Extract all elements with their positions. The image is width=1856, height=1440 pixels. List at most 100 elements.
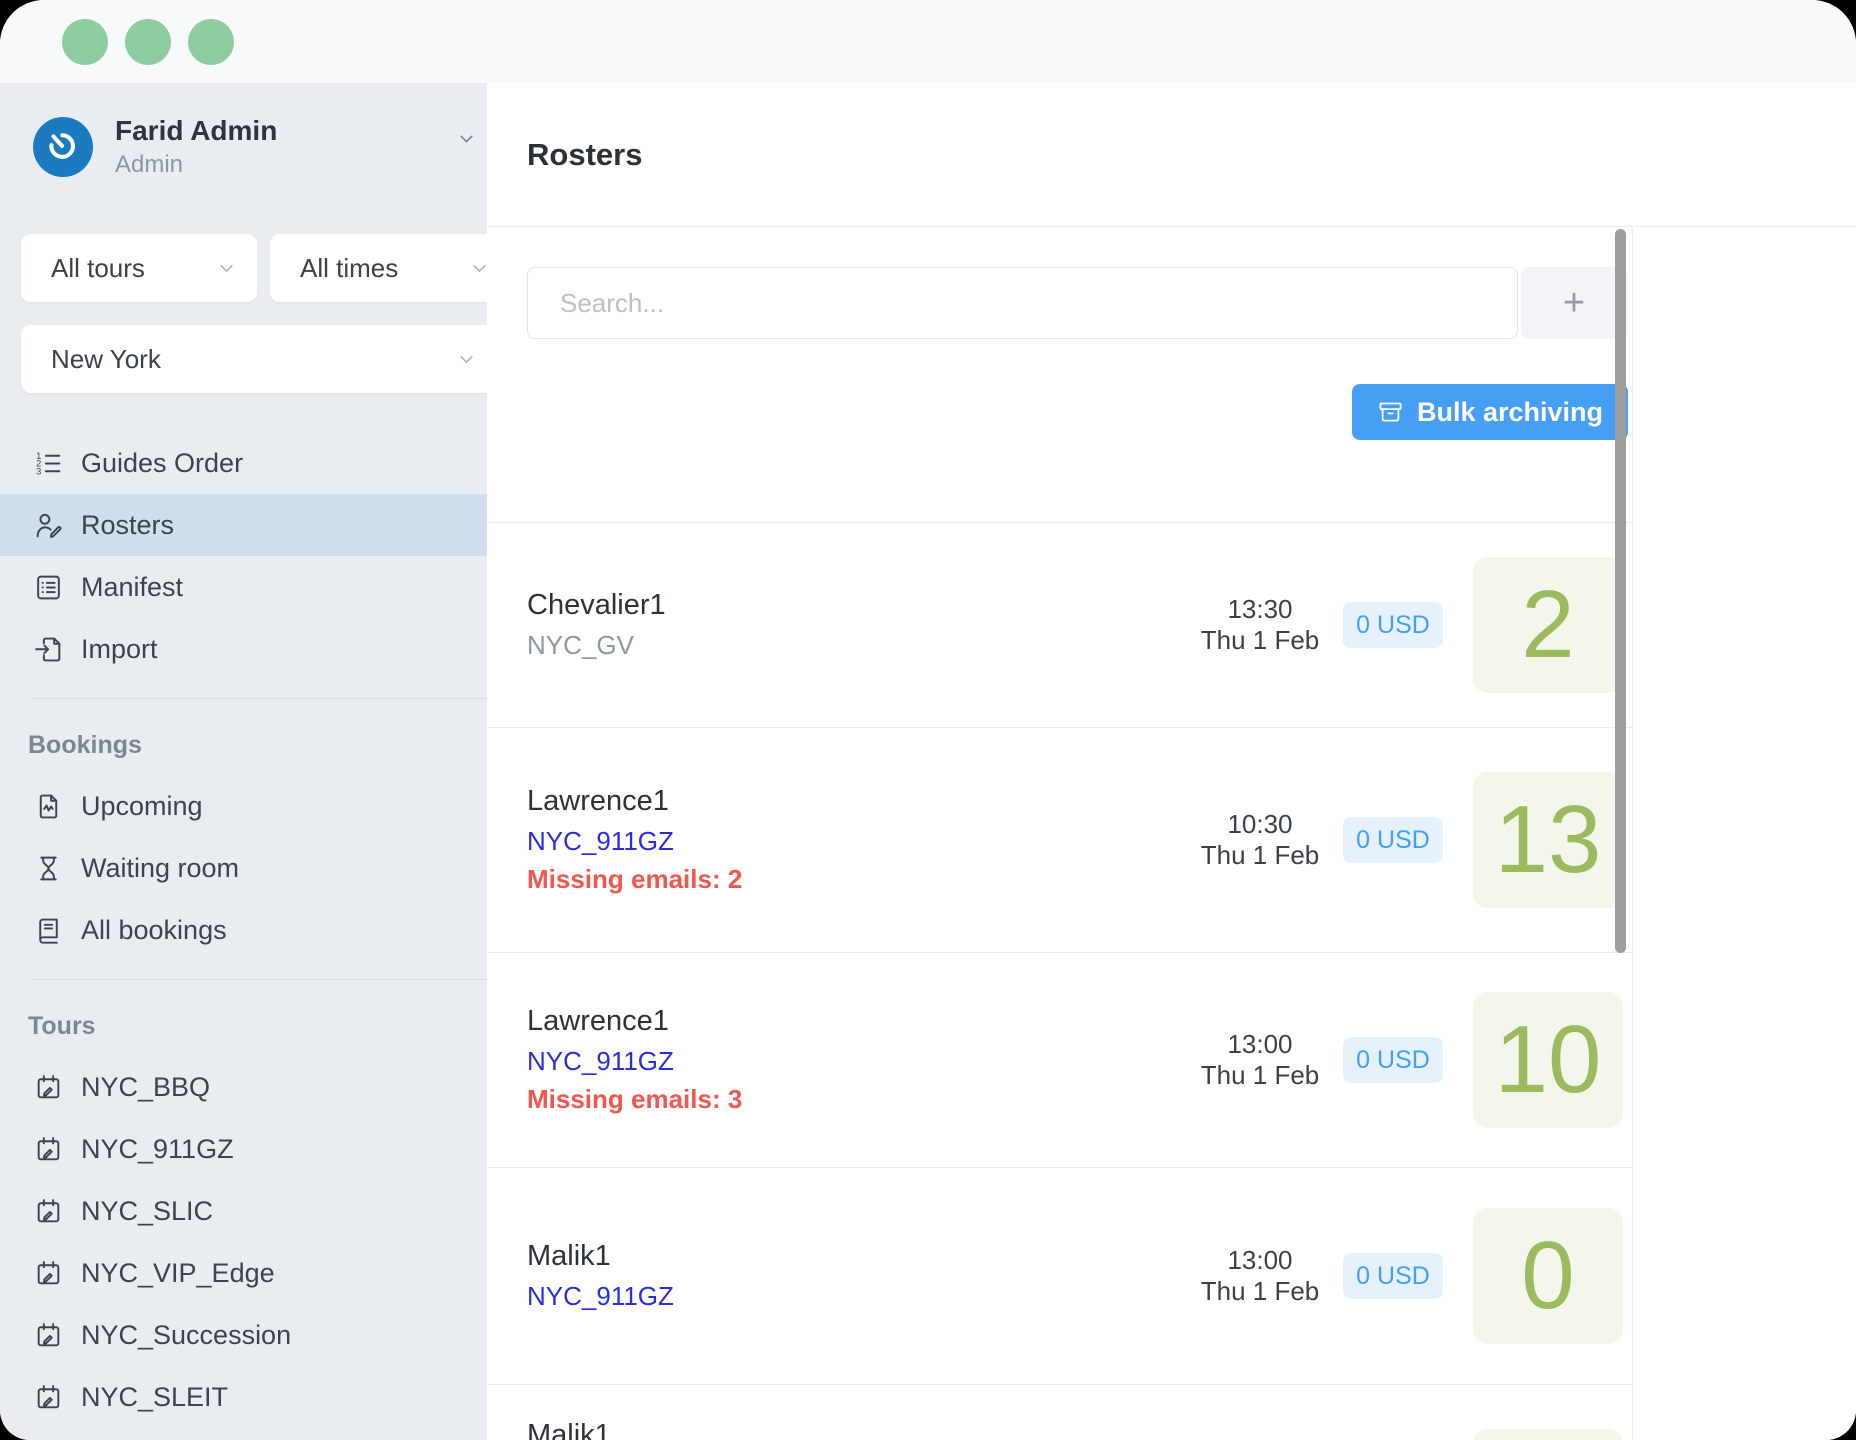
window-control-dot[interactable] <box>188 18 234 65</box>
search-input[interactable] <box>527 267 1518 339</box>
guest-count: 0 <box>1473 1429 1623 1440</box>
guest-count: 13 <box>1473 772 1623 908</box>
upcoming-file-icon <box>39 794 58 818</box>
roster-datetime: 10:30 Thu 1 Feb <box>1180 1437 1340 1440</box>
sidebar-item-label: NYC_SLEIT <box>81 1381 229 1412</box>
sidebar-item-waiting-room[interactable]: Waiting room <box>0 837 487 899</box>
sidebar: Farid Admin Admin All tours All times <box>0 83 487 1440</box>
roster-date: Thu 1 Feb <box>1200 625 1320 655</box>
page-header: Rosters <box>487 83 1856 227</box>
roster-row[interactable]: Malik1 10:30 Thu 1 Feb 0 USD 0 <box>487 1385 1632 1440</box>
times-filter-dropdown[interactable]: All times <box>270 234 487 302</box>
roster-name: Malik1 <box>527 1419 611 1440</box>
roster-name: Lawrence1 <box>527 1005 669 1037</box>
roster-datetime: 13:30 Thu 1 Feb <box>1180 594 1340 656</box>
roster-time: 13:00 <box>1227 1029 1293 1059</box>
roster-name: Lawrence1 <box>527 785 669 817</box>
sidebar-item-label: Waiting room <box>81 852 240 883</box>
sidebar-item-guides-order[interactable]: 1 2 3 Guides Order <box>0 432 487 494</box>
price-badge[interactable]: 0 USD <box>1343 817 1443 863</box>
missing-emails-alert: Missing emails: 2 <box>527 864 743 894</box>
roster-tour-link[interactable]: NYC_911GZ <box>527 1046 674 1076</box>
sidebar-section-bookings: Bookings <box>28 730 142 759</box>
price-badge[interactable]: 0 USD <box>1343 602 1443 648</box>
roster-row[interactable]: Lawrence1 NYC_911GZ Missing emails: 3 13… <box>487 953 1632 1168</box>
bulk-archiving-button[interactable]: Bulk archiving <box>1351 384 1628 440</box>
sidebar-item-label: Manifest <box>81 571 184 602</box>
sidebar-item-label: Guides Order <box>81 447 244 478</box>
roster-row[interactable]: Chevalier1 NYC_GV 13:30 Thu 1 Feb 0 USD … <box>487 523 1632 728</box>
sidebar-item-label: Rosters <box>81 509 175 540</box>
roster-tour-link[interactable]: NYC_911GZ <box>527 826 674 856</box>
roster-pen-icon <box>36 513 62 538</box>
sidebar-item-tour[interactable]: NYC_911GZ <box>0 1118 487 1180</box>
roster-date: Thu 1 Feb <box>1200 840 1320 870</box>
sidebar-item-tour[interactable]: NYC_SLEIT <box>0 1366 487 1428</box>
sidebar-item-label: All bookings <box>81 914 227 945</box>
sidebar-item-all-bookings[interactable]: All bookings <box>0 899 487 961</box>
rosters-toolbar: + Bulk archiving <box>487 267 1632 523</box>
sidebar-item-tour[interactable]: NYC_VIP_Edge <box>0 1242 487 1304</box>
page-title: Rosters <box>527 136 643 172</box>
profile-menu[interactable]: Farid Admin Admin <box>33 115 487 179</box>
roster-row[interactable]: Malik1 NYC_911GZ 13:00 Thu 1 Feb 0 USD 0 <box>487 1168 1632 1385</box>
sidebar-item-label: NYC_SLIC <box>81 1195 214 1226</box>
chevron-down-icon <box>473 264 486 272</box>
profile-name: Farid Admin <box>115 115 278 147</box>
bulk-archiving-label: Bulk archiving <box>1416 396 1603 427</box>
roster-time: 13:30 <box>1227 594 1293 624</box>
sidebar-item-label: NYC_911GZ <box>81 1133 234 1164</box>
sidebar-item-label: NYC_BBQ <box>81 1071 211 1102</box>
hourglass-icon <box>40 856 57 880</box>
city-filter-dropdown[interactable]: New York <box>21 325 487 393</box>
times-filter-value: All times <box>300 252 399 283</box>
archive-icon <box>1379 402 1402 421</box>
sidebar-divider <box>30 698 487 699</box>
window-control-dot[interactable] <box>125 18 171 65</box>
sidebar-item-label: NYC_VIP_Edge <box>81 1257 275 1288</box>
roster-tour-link[interactable]: NYC_911GZ <box>527 1281 674 1311</box>
sidebar-item-rosters[interactable]: Rosters <box>0 494 487 556</box>
svg-text:3: 3 <box>36 466 41 476</box>
chevron-down-icon <box>458 131 475 153</box>
sidebar-item-tour[interactable]: NYC_SLIC <box>0 1180 487 1242</box>
sidebar-item-manifest[interactable]: Manifest <box>0 556 487 618</box>
sidebar-nav: 1 2 3 Guides Order Rosters <box>0 432 487 1428</box>
window-control-dot[interactable] <box>62 18 108 65</box>
price-badge[interactable]: 0 USD <box>1343 1037 1443 1083</box>
roster-row[interactable]: Lawrence1 NYC_911GZ Missing emails: 2 10… <box>487 728 1632 953</box>
sidebar-item-upcoming[interactable]: Upcoming <box>0 775 487 837</box>
roster-time: 10:30 <box>1180 1437 1340 1440</box>
svg-text:1: 1 <box>36 450 41 460</box>
sidebar-item-tour[interactable]: NYC_BBQ <box>0 1056 487 1118</box>
add-roster-button[interactable]: + <box>1521 267 1627 339</box>
price-badge[interactable]: 0 USD <box>1343 1253 1443 1299</box>
roster-name: Malik1 <box>527 1240 611 1272</box>
roster-time: 13:00 <box>1227 1245 1293 1275</box>
roster-datetime: 13:00 Thu 1 Feb <box>1180 1029 1340 1091</box>
sidebar-section-tours: Tours <box>28 1011 96 1040</box>
tours-filter-dropdown[interactable]: All tours <box>21 234 257 302</box>
chevron-down-icon <box>220 264 233 272</box>
roster-time: 10:30 <box>1227 809 1293 839</box>
roster-name: Chevalier1 <box>527 589 666 621</box>
book-icon <box>39 918 58 944</box>
profile-role: Admin <box>115 151 184 179</box>
calendar-pencil-icon <box>37 1384 60 1408</box>
guest-count: 10 <box>1473 992 1623 1128</box>
roster-date: Thu 1 Feb <box>1200 1276 1320 1306</box>
roster-datetime: 10:30 Thu 1 Feb <box>1180 809 1340 871</box>
city-filter-value: New York <box>51 343 161 374</box>
guest-count: 0 <box>1473 1208 1623 1344</box>
scrollbar-thumb[interactable] <box>1615 229 1626 953</box>
calendar-pencil-icon <box>37 1136 60 1160</box>
sidebar-item-label: NYC_Succession <box>81 1319 292 1350</box>
sidebar-item-import[interactable]: Import <box>0 618 487 680</box>
calendar-pencil-icon <box>37 1198 60 1222</box>
tours-filter-value: All tours <box>51 252 145 283</box>
import-file-icon <box>35 637 61 661</box>
sidebar-item-tour[interactable]: NYC_Succession <box>0 1304 487 1366</box>
roster-datetime: 13:00 Thu 1 Feb <box>1180 1245 1340 1307</box>
svg-text:2: 2 <box>36 458 41 468</box>
rosters-panel: + Bulk archiving <box>487 227 1633 1440</box>
